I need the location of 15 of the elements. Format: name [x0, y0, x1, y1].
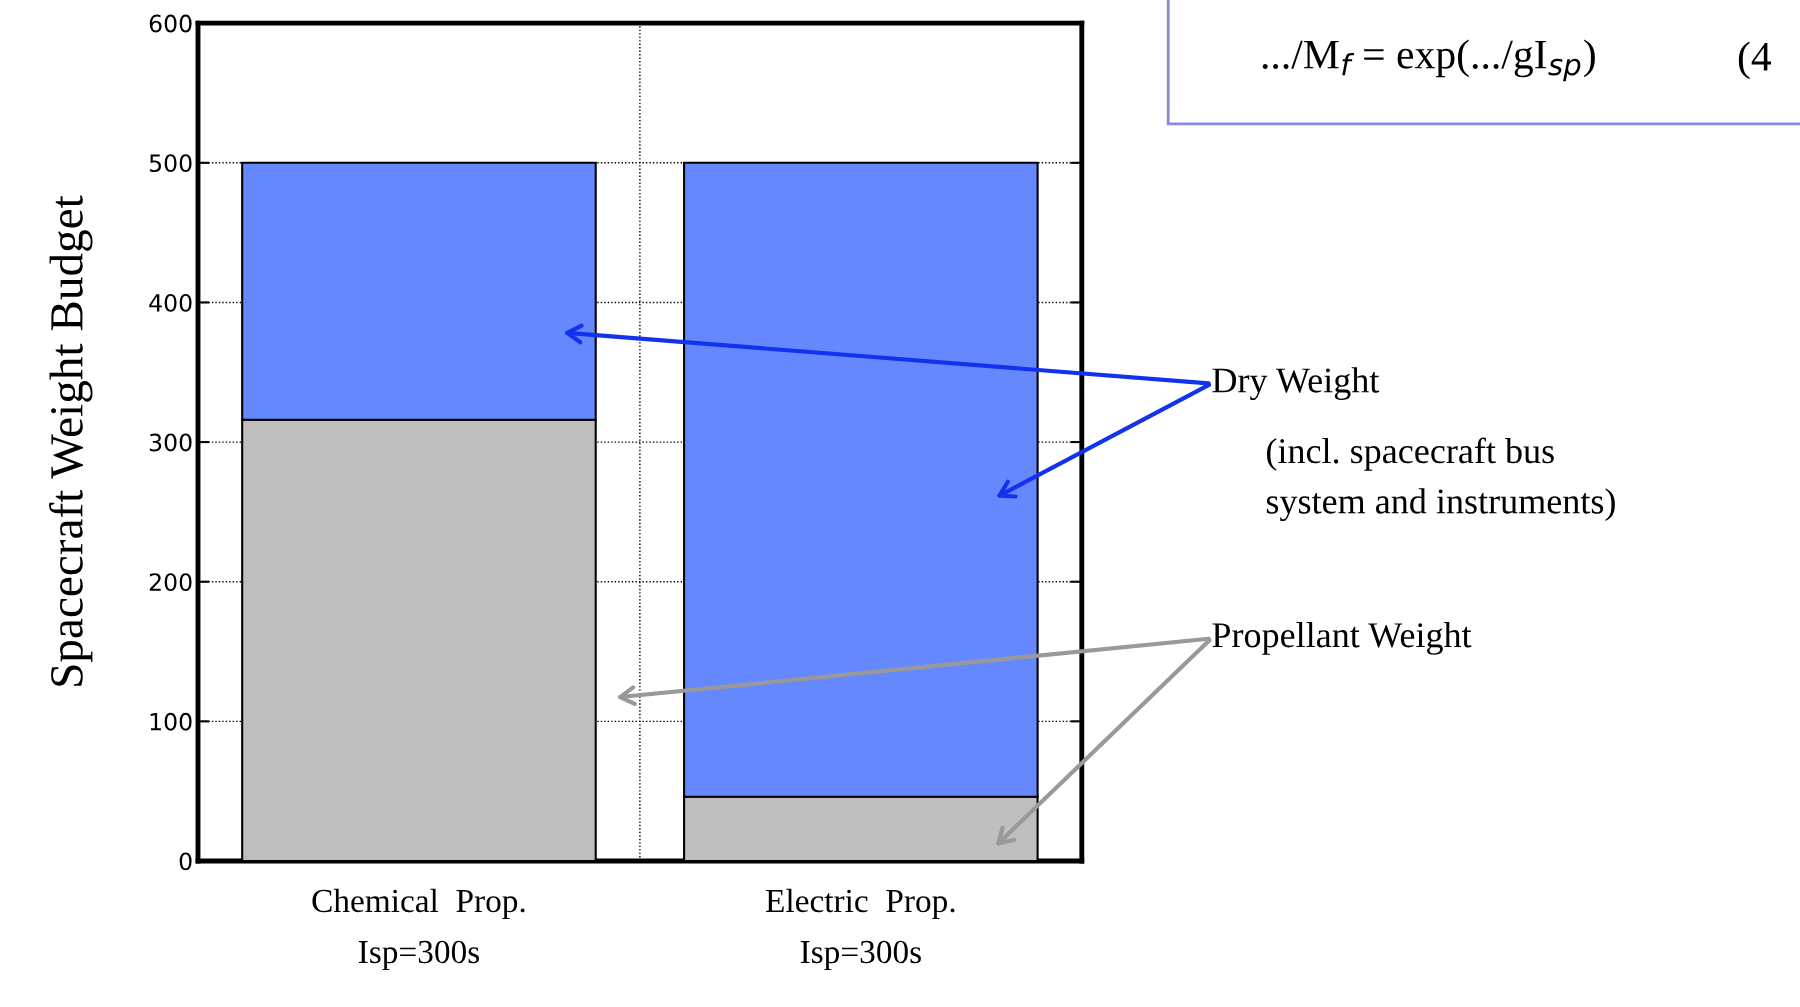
text: (incl. spacecraft bus system and instruments) — [1266, 437, 1615, 522]
y-tick-label: 400 — [149, 293, 192, 312]
y-tick-label: 600 — [149, 14, 192, 33]
x-tick-label: Electric Prop. Isp=300s — [766, 888, 955, 971]
y-tick-label: 500 — [149, 154, 192, 173]
text: (4 — [1738, 41, 1772, 80]
y-tick-label: 100 — [150, 712, 192, 731]
text: .../M$_{f}$ = exp(.../gI$_{sp}$) — [1262, 39, 1595, 82]
x-tick-label: Chemical Prop. Isp=300s — [312, 888, 525, 971]
y-tick-label: 200 — [149, 573, 192, 592]
text: Propellant Weight — [1212, 622, 1472, 655]
text: Dry Weight — [1212, 367, 1380, 401]
y-tick-label: 300 — [149, 433, 192, 452]
y-axis-title: Spacecraft Weight Budget — [49, 195, 93, 686]
y-tick-label: 0 — [179, 852, 192, 871]
